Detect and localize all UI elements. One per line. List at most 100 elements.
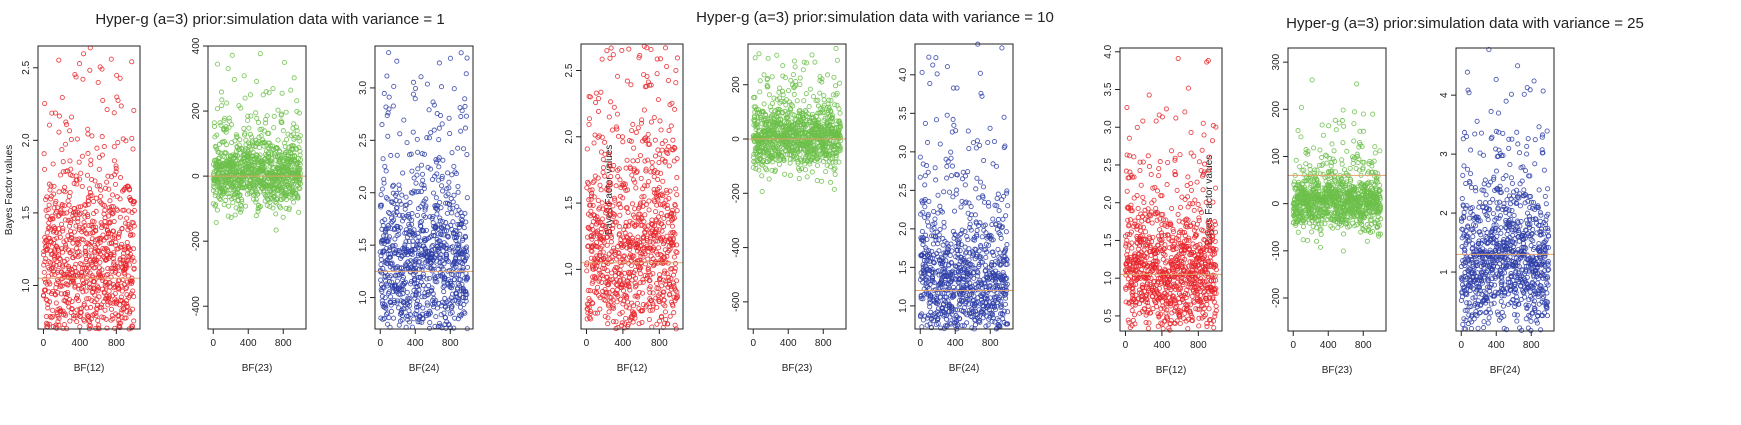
data-point	[655, 97, 661, 103]
data-point	[65, 282, 71, 288]
data-point	[130, 220, 136, 226]
data-point	[221, 117, 227, 124]
data-point	[413, 180, 419, 186]
y-tick-label: 1.5	[21, 206, 32, 220]
y-axis-label: Bayes Factor values	[4, 145, 15, 236]
data-point	[66, 202, 72, 208]
data-point	[430, 190, 437, 196]
data-point	[940, 236, 946, 242]
data-point	[400, 170, 406, 176]
data-point	[457, 231, 463, 237]
data-point	[69, 306, 75, 312]
data-point	[98, 193, 104, 199]
data-point	[777, 161, 783, 167]
data-point	[445, 170, 451, 176]
data-point	[234, 153, 240, 159]
data-point	[648, 47, 654, 53]
data-point	[106, 293, 113, 299]
data-point	[121, 207, 127, 213]
data-point	[214, 132, 220, 138]
data-point	[82, 209, 88, 215]
data-point	[782, 171, 788, 177]
data-point	[85, 198, 92, 204]
data-point	[619, 134, 626, 140]
data-point	[74, 307, 80, 313]
data-point	[438, 84, 445, 90]
data-point	[617, 212, 623, 218]
data-point	[275, 191, 281, 197]
data-point	[674, 208, 680, 214]
data-point	[119, 241, 125, 247]
data-point	[837, 110, 843, 116]
data-point	[90, 198, 97, 205]
data-point	[785, 88, 792, 94]
data-point	[103, 316, 109, 322]
data-point	[602, 139, 608, 145]
data-point	[214, 106, 220, 112]
data-point	[130, 146, 136, 152]
x-tick-label: 400	[780, 338, 797, 349]
data-point	[47, 314, 53, 320]
data-point	[214, 146, 220, 152]
data-point	[390, 103, 396, 109]
data-point	[106, 288, 112, 294]
data-point	[666, 127, 672, 134]
data-point	[118, 320, 124, 326]
data-point	[253, 213, 259, 219]
data-point	[444, 210, 450, 216]
data-point	[130, 232, 136, 238]
data-point	[450, 205, 456, 211]
data-point	[625, 223, 632, 229]
data-point	[614, 111, 620, 117]
data-point	[439, 188, 446, 194]
data-point	[57, 172, 63, 178]
data-point	[273, 227, 279, 233]
data-point	[605, 321, 611, 327]
data-point	[76, 204, 82, 210]
data-point	[97, 249, 103, 255]
data-point	[608, 99, 614, 105]
data-point	[128, 225, 134, 231]
data-point	[420, 271, 427, 277]
x-tick-label: 400	[615, 338, 632, 349]
data-point	[86, 253, 92, 259]
data-point	[71, 215, 77, 221]
data-point	[821, 92, 827, 99]
data-point	[76, 282, 82, 289]
data-point	[631, 145, 637, 151]
data-point	[378, 192, 384, 198]
data-point	[74, 136, 80, 142]
data-point	[464, 264, 471, 270]
data-point	[674, 192, 680, 198]
data-point	[83, 288, 89, 294]
data-point	[67, 220, 73, 226]
data-point	[105, 271, 111, 277]
data-point	[92, 292, 98, 298]
data-point	[80, 283, 86, 290]
data-point	[630, 158, 636, 164]
data-point	[436, 60, 442, 66]
data-point	[98, 187, 104, 193]
data-point	[112, 325, 118, 332]
data-point	[458, 50, 464, 56]
data-point	[277, 205, 284, 211]
data-point	[449, 150, 455, 156]
data-point	[761, 72, 767, 78]
data-point	[51, 261, 57, 267]
data-point	[803, 91, 809, 97]
data-point	[228, 121, 235, 128]
data-point	[804, 60, 810, 66]
x-tick-label: 800	[275, 338, 292, 349]
data-point	[629, 128, 635, 134]
data-point	[105, 265, 111, 272]
x-axis-label: BF(12)	[74, 363, 105, 374]
data-point	[648, 119, 654, 125]
y-tick-label: 1.5	[358, 238, 369, 252]
data-point	[433, 195, 439, 201]
data-point	[107, 198, 113, 204]
data-point	[225, 66, 231, 72]
data-point	[245, 146, 251, 153]
data-point	[223, 129, 229, 135]
data-point	[297, 138, 303, 144]
